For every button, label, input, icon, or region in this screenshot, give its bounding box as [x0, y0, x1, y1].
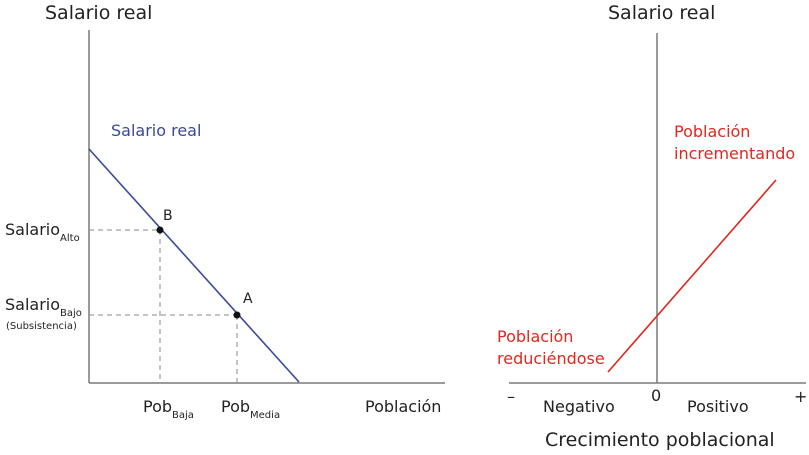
negative-label: Negativo: [543, 397, 615, 416]
tick-salario-alto: SalarioAlto: [5, 220, 80, 244]
tick-sub: Media: [250, 410, 281, 421]
salario-real-curve: [88, 148, 300, 383]
point-b: [156, 226, 164, 234]
point-b-label: B: [163, 208, 173, 224]
right-y-axis-title: Salario real: [608, 2, 716, 24]
point-a: [233, 311, 241, 319]
point-a-label: A: [243, 291, 253, 307]
right-x-axis-title: Crecimiento poblacional: [545, 429, 775, 451]
left-y-axis-title: Salario real: [45, 2, 153, 24]
tick-sub: Bajo: [60, 308, 82, 319]
tick-salario-bajo: SalarioBajo: [5, 295, 82, 319]
population-growth-curve: [607, 179, 777, 373]
upper-label-line1: Población: [674, 122, 751, 141]
tick-main: Salario: [5, 295, 61, 314]
tick-main: Salario: [5, 220, 61, 239]
tick-sub: Baja: [172, 410, 194, 421]
tick-pob-baja: PobBaja: [143, 397, 194, 421]
curve-label-salario-real: Salario real: [111, 121, 202, 140]
lower-label-line2: reduciéndose: [497, 349, 605, 368]
upper-label-line2: incrementando: [674, 144, 796, 163]
positive-label: Positivo: [687, 397, 749, 416]
lower-label-line1: Población: [497, 327, 574, 346]
tick-pob-media: PobMedia: [221, 397, 280, 421]
tick-main: Pob: [143, 397, 173, 416]
plus-label: +: [794, 387, 808, 406]
left-x-axis-title: Población: [365, 397, 442, 416]
tick-subsistencia-note: (Subsistencia): [6, 321, 77, 332]
tick-sub: Alto: [60, 233, 80, 244]
minus-label: –: [507, 387, 515, 406]
tick-main: Pob: [221, 397, 251, 416]
zero-label: 0: [651, 386, 662, 405]
